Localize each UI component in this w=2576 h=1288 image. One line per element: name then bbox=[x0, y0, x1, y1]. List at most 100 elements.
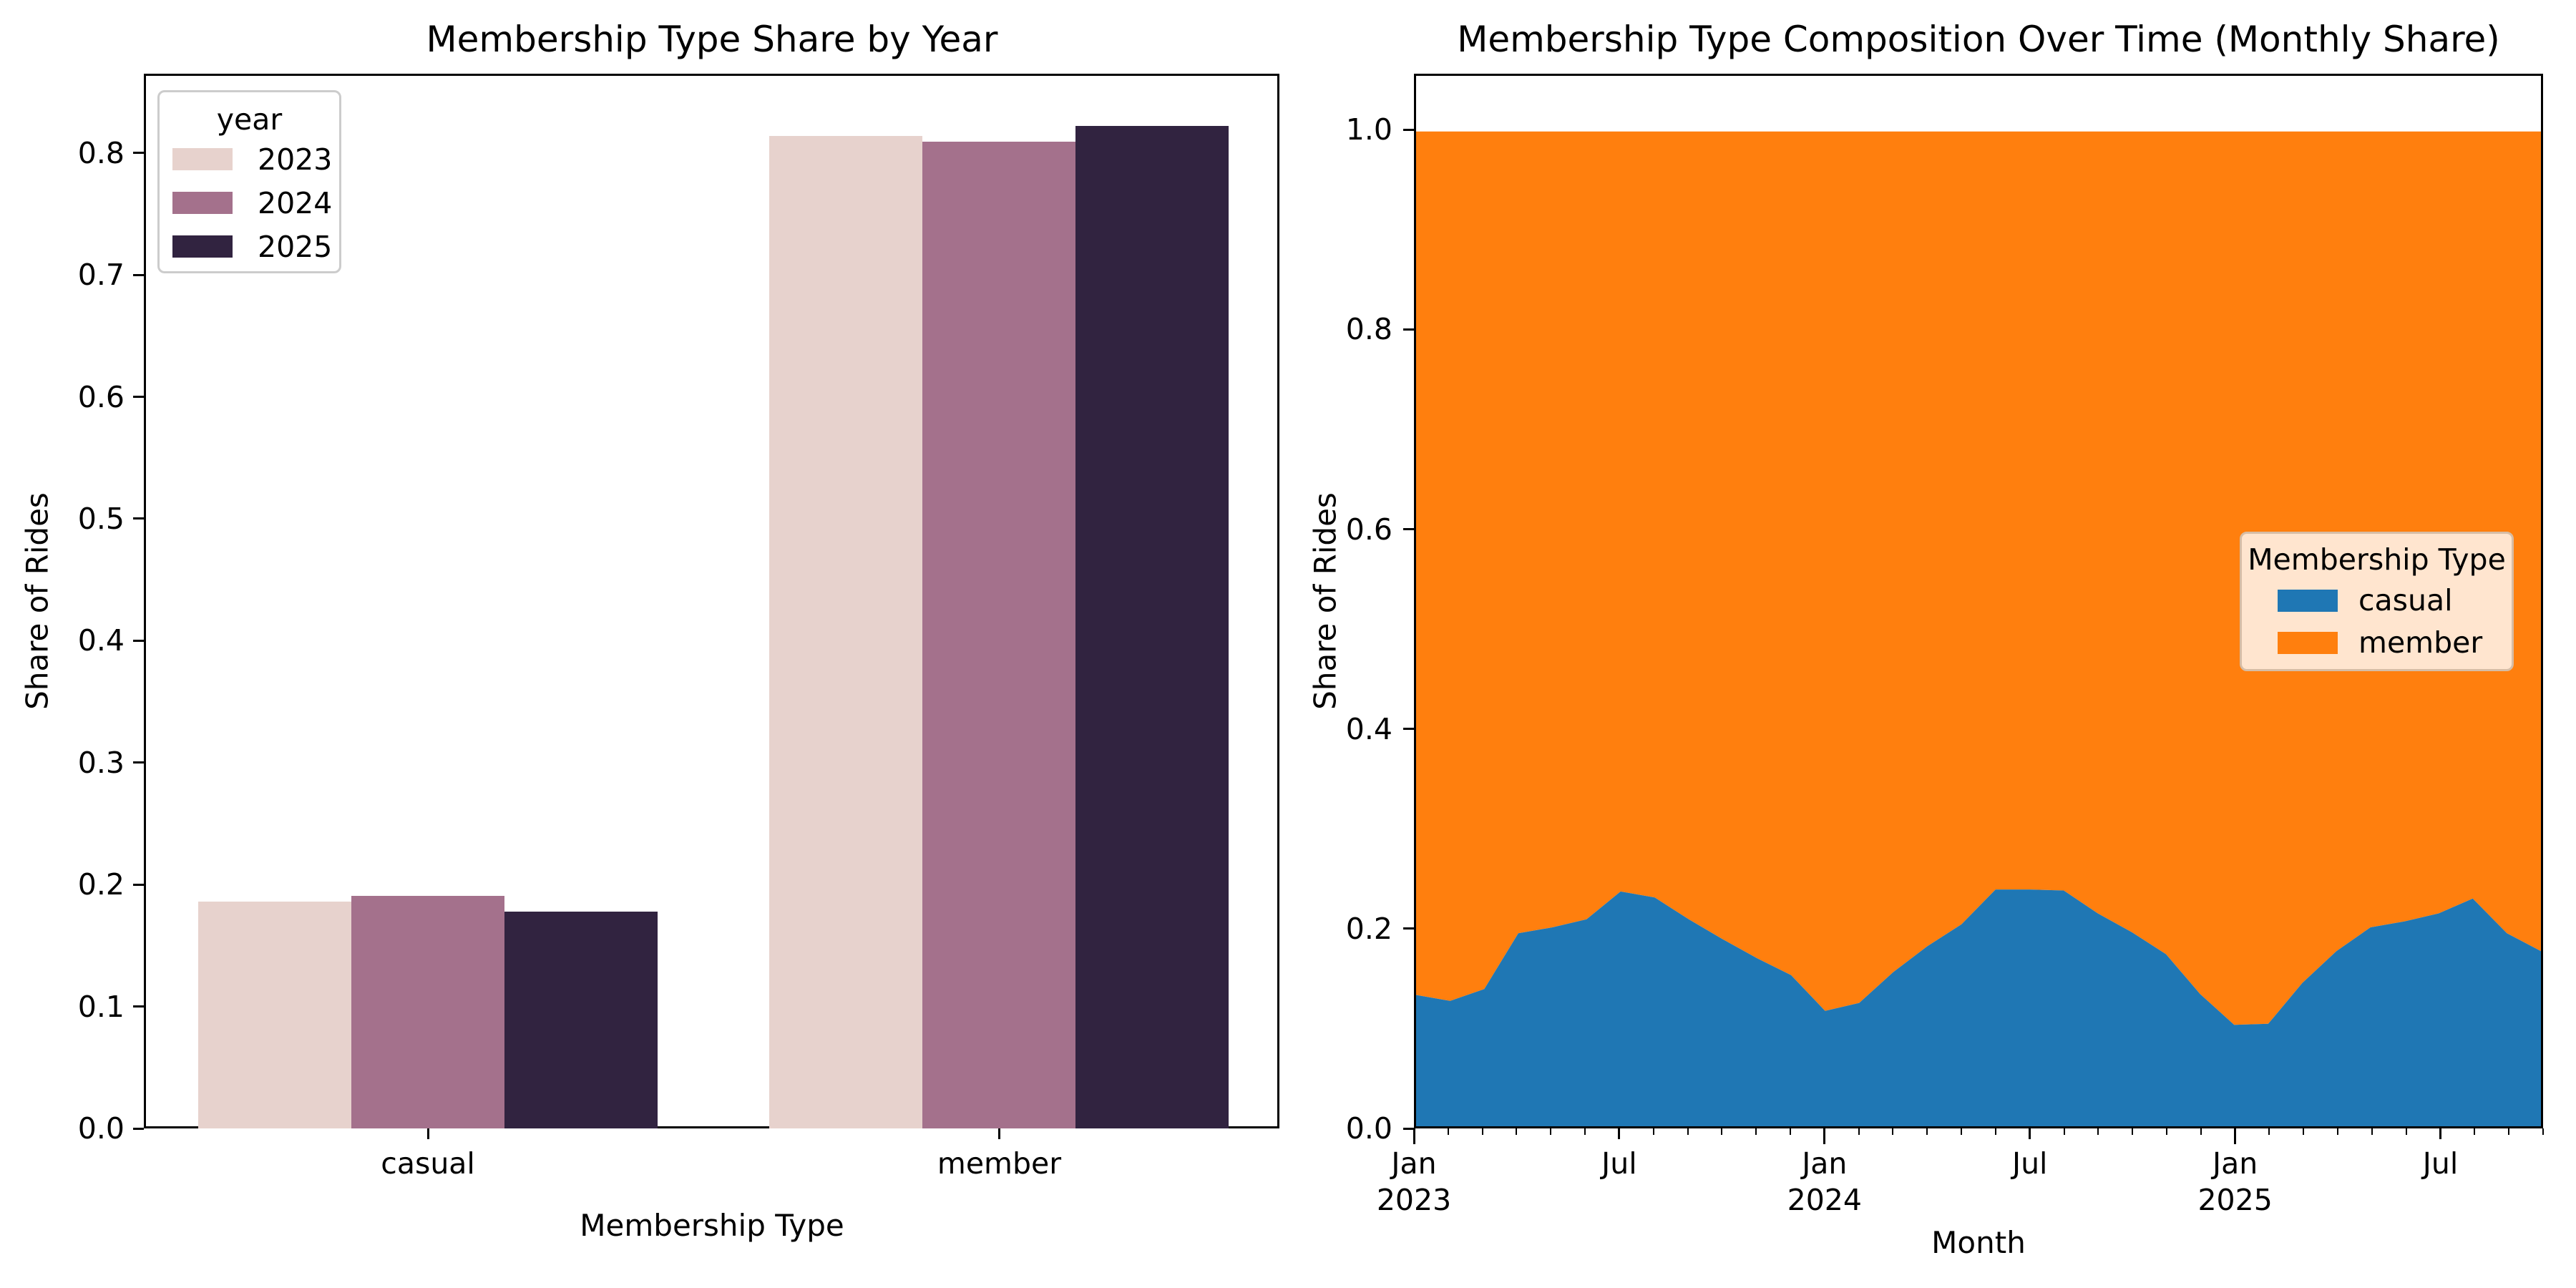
legend-swatch-2023 bbox=[172, 148, 233, 170]
right-x-minor-tick bbox=[2200, 1128, 2202, 1135]
left-y-tick-label: 0.4 bbox=[77, 623, 125, 658]
right-y-tick bbox=[1403, 927, 1414, 930]
right-x-minor-tick bbox=[1550, 1128, 1552, 1135]
right-chart-x-axis-label: Month bbox=[1931, 1225, 2026, 1260]
right-x-minor-tick bbox=[1892, 1128, 1894, 1135]
member-area-series bbox=[1416, 131, 2541, 1025]
left-y-tick-label: 0.5 bbox=[77, 501, 125, 536]
right-x-minor-tick bbox=[2405, 1128, 2407, 1135]
right-chart-title: Membership Type Composition Over Time (M… bbox=[1457, 19, 2500, 60]
left-x-tick-label: member bbox=[937, 1146, 1062, 1181]
right-x-major-tick bbox=[2029, 1128, 2031, 1139]
right-x-minor-tick bbox=[1481, 1128, 1483, 1135]
bar-member-2024 bbox=[922, 142, 1075, 1128]
legend-swatch-member bbox=[2278, 632, 2338, 654]
right-y-tick-label: 0.6 bbox=[1345, 512, 1392, 547]
right-x-minor-tick bbox=[1447, 1128, 1449, 1135]
left-y-tick bbox=[133, 639, 144, 642]
right-x-minor-tick bbox=[1755, 1128, 1757, 1135]
right-x-tick-year-label: 2025 bbox=[2197, 1183, 2273, 1218]
right-x-minor-tick bbox=[2371, 1128, 2373, 1135]
right-chart-legend: Membership Type casual member bbox=[2240, 532, 2514, 671]
right-y-tick bbox=[1403, 528, 1414, 530]
legend-label-member: member bbox=[2358, 625, 2483, 660]
right-x-minor-tick bbox=[2474, 1128, 2476, 1135]
legend-swatch-2025 bbox=[172, 235, 233, 258]
right-x-minor-tick bbox=[2268, 1128, 2270, 1135]
left-chart-title: Membership Type Share by Year bbox=[426, 19, 998, 60]
right-x-major-tick bbox=[2439, 1128, 2442, 1139]
bar-member-2023 bbox=[769, 136, 922, 1128]
right-x-minor-tick bbox=[1790, 1128, 1791, 1135]
right-x-minor-tick bbox=[2063, 1128, 2065, 1135]
left-y-tick bbox=[133, 883, 144, 886]
right-x-minor-tick bbox=[2303, 1128, 2305, 1135]
right-x-minor-tick bbox=[1584, 1128, 1586, 1135]
legend-row-2025: 2025 bbox=[160, 230, 339, 273]
legend-swatch-casual bbox=[2278, 590, 2338, 612]
left-y-tick bbox=[133, 152, 144, 155]
right-x-tick-year-label: 2024 bbox=[1787, 1183, 1862, 1218]
right-y-tick-label: 1.0 bbox=[1345, 112, 1392, 147]
legend-label-2024: 2024 bbox=[258, 186, 333, 220]
legend-row-2023: 2023 bbox=[160, 142, 339, 186]
right-x-minor-tick bbox=[2166, 1128, 2167, 1135]
right-y-tick bbox=[1403, 128, 1414, 131]
left-y-tick bbox=[133, 1005, 144, 1008]
right-y-tick bbox=[1403, 1127, 1414, 1130]
right-x-minor-tick bbox=[1652, 1128, 1654, 1135]
left-y-tick-label: 0.0 bbox=[77, 1111, 125, 1146]
right-y-tick-label: 0.4 bbox=[1345, 711, 1392, 746]
right-y-tick-label: 0.2 bbox=[1345, 911, 1392, 946]
right-y-tick-label: 0.0 bbox=[1345, 1111, 1392, 1146]
right-x-minor-tick bbox=[2542, 1128, 2544, 1135]
right-x-minor-tick bbox=[2337, 1128, 2339, 1135]
right-x-minor-tick bbox=[2508, 1128, 2510, 1135]
right-x-tick-year-label: 2023 bbox=[1376, 1183, 1452, 1218]
right-y-tick-label: 0.8 bbox=[1345, 312, 1392, 347]
right-x-minor-tick bbox=[1516, 1128, 1518, 1135]
legend-swatch-2024 bbox=[172, 192, 233, 214]
casual-area-series bbox=[1416, 889, 2541, 1126]
bar-casual-2024 bbox=[351, 896, 504, 1128]
right-chart-legend-title: Membership Type bbox=[2248, 542, 2506, 577]
left-x-tick-label: casual bbox=[381, 1146, 475, 1181]
left-y-tick-label: 0.8 bbox=[77, 135, 125, 170]
right-x-tick-label: Jul bbox=[2011, 1146, 2048, 1181]
bar-member-2025 bbox=[1075, 126, 1229, 1128]
left-x-tick bbox=[997, 1128, 1000, 1139]
left-x-tick bbox=[426, 1128, 429, 1139]
left-y-tick-label: 0.3 bbox=[77, 745, 125, 780]
left-y-tick bbox=[133, 517, 144, 520]
left-y-tick-label: 0.2 bbox=[77, 867, 125, 902]
left-y-tick bbox=[133, 396, 144, 399]
right-x-tick-label: Jan 2023 bbox=[1377, 1146, 1451, 1219]
right-x-major-tick bbox=[1618, 1128, 1621, 1139]
right-x-minor-tick bbox=[1961, 1128, 1963, 1135]
left-y-tick-label: 0.1 bbox=[77, 989, 125, 1024]
bar-casual-2023 bbox=[198, 902, 351, 1128]
right-x-tick-label: Jan 2024 bbox=[1787, 1146, 1862, 1219]
right-y-tick bbox=[1403, 328, 1414, 331]
left-y-tick bbox=[133, 761, 144, 764]
right-x-minor-tick bbox=[2132, 1128, 2134, 1135]
left-y-tick bbox=[133, 1127, 144, 1130]
right-x-major-tick bbox=[1823, 1128, 1826, 1144]
left-chart-legend: year 2023 2024 2025 bbox=[157, 90, 341, 273]
left-chart-x-axis-label: Membership Type bbox=[580, 1208, 844, 1243]
right-x-tick-label: Jul bbox=[1601, 1146, 1637, 1181]
left-y-tick bbox=[133, 273, 144, 276]
legend-label-2023: 2023 bbox=[258, 142, 333, 177]
right-x-minor-tick bbox=[1994, 1128, 1996, 1135]
legend-label-2025: 2025 bbox=[258, 230, 333, 264]
right-x-minor-tick bbox=[2097, 1128, 2099, 1135]
left-chart-legend-title: year bbox=[216, 102, 283, 137]
right-x-minor-tick bbox=[1721, 1128, 1723, 1135]
left-y-tick-label: 0.7 bbox=[77, 258, 125, 293]
right-x-major-tick bbox=[1413, 1128, 1415, 1144]
legend-label-casual: casual bbox=[2358, 583, 2453, 618]
right-x-tick-label: Jan 2025 bbox=[2197, 1146, 2272, 1219]
right-x-minor-tick bbox=[1858, 1128, 1860, 1135]
legend-row-2024: 2024 bbox=[160, 186, 339, 230]
